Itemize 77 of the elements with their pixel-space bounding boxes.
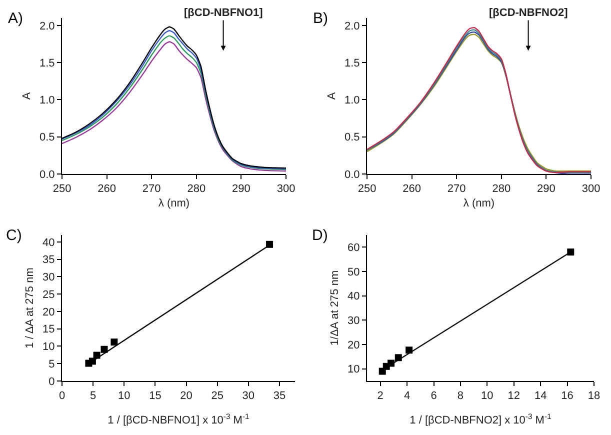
x-tick-label: 18 (588, 390, 600, 402)
x-axis-title: λ (nm) (158, 197, 190, 210)
x-tick-label: 16 (561, 390, 574, 402)
x-tick-label: 12 (508, 390, 520, 402)
x-tick-label: 260 (402, 183, 421, 196)
point (266, 240, 274, 248)
x-tick-label: 280 (187, 183, 206, 196)
text: C) (6, 227, 22, 244)
x-tick-label: 260 (98, 183, 116, 196)
x-tick-label: 290 (537, 183, 556, 196)
x-axis-title: 1 / [βCD-NBFNO2] x 10$^{-3}$ M$^{-1}$ (410, 412, 552, 426)
x-tick-label: 8 (457, 390, 464, 402)
x-tick-label: 20 (180, 390, 192, 402)
y-tick-label: 30 (42, 272, 55, 284)
x-tick-label: 6 (430, 390, 437, 402)
y-tick-label: 1.0 (344, 94, 360, 107)
text: A) (8, 10, 24, 27)
x-tick-label: 2 (377, 390, 384, 402)
y-tick-label: 20 (42, 306, 55, 318)
x-tick-label: 14 (534, 390, 547, 402)
x-tick-label: 250 (52, 183, 72, 196)
annotation: [βCD-NBFNO1] (184, 7, 264, 19)
x-axis-title: λ (nm) (463, 197, 495, 210)
point (394, 354, 402, 362)
y-tick-label: 0.0 (40, 168, 55, 181)
x-tick-label: 280 (492, 183, 511, 196)
x-tick-label: 270 (142, 183, 161, 196)
text: D) (312, 227, 328, 244)
x-tick-label: 250 (358, 183, 376, 196)
point (100, 346, 108, 353)
annotation: [βCD-NBFNO2] (489, 7, 568, 19)
y-axis-title: A (326, 92, 338, 100)
y-tick-label: 40 (348, 290, 360, 303)
point (388, 360, 395, 367)
y-axis-title: 1 / ΔA at 275 nm (24, 268, 36, 348)
x-tick-label: 15 (149, 390, 162, 402)
y-tick-label: 60 (348, 242, 360, 254)
y-axis-title: A (21, 92, 34, 100)
x-tick-label: 300 (276, 183, 296, 196)
y-tick-label: 40 (42, 236, 55, 249)
point (406, 346, 413, 354)
x-tick-label: 5 (90, 390, 96, 402)
point (93, 352, 100, 359)
y-tick-label: 15 (42, 324, 55, 336)
x-axis-title: 1 / [βCD-NBFNO1] x 10$^{-3}$ M$^{-1}$ (108, 412, 250, 426)
x-tick-label: 30 (242, 390, 255, 402)
x-tick-label: 270 (447, 183, 466, 196)
y-tick-label: 35 (42, 254, 55, 266)
y-tick-label: 30 (348, 315, 360, 328)
y-tick-label: 0 (48, 376, 55, 388)
y-tick-label: 50 (348, 266, 360, 278)
y-tick-label: 1.0 (40, 94, 55, 107)
y-tick-label: 1.5 (40, 57, 55, 70)
y-tick-label: 1.5 (344, 57, 360, 70)
x-tick-label: 35 (273, 390, 286, 402)
point (567, 248, 574, 256)
x-tick-label: 290 (232, 183, 250, 196)
text: B) (313, 10, 328, 27)
y-tick-label: 10 (42, 341, 55, 354)
x-tick-label: 300 (582, 183, 600, 196)
y-tick-label: 2.0 (344, 20, 360, 32)
y-tick-label: 25 (42, 288, 55, 301)
y-tick-label: 0.0 (344, 168, 360, 181)
y-tick-label: 20 (348, 339, 360, 352)
y-axis-title: 1/ΔA at 275 nm (329, 270, 342, 346)
y-tick-label: 0.5 (40, 132, 55, 144)
y-tick-label: 0.5 (344, 132, 360, 144)
x-tick-label: 4 (404, 390, 410, 402)
y-tick-label: 5 (48, 358, 55, 370)
point (110, 338, 118, 346)
x-tick-label: 10 (118, 390, 130, 402)
x-tick-label: 0 (58, 390, 66, 402)
x-tick-label: 10 (481, 390, 494, 402)
x-tick-label: 25 (211, 390, 224, 402)
y-tick-label: 2.0 (40, 20, 55, 32)
y-tick-label: 10 (348, 364, 360, 376)
point (88, 358, 96, 365)
